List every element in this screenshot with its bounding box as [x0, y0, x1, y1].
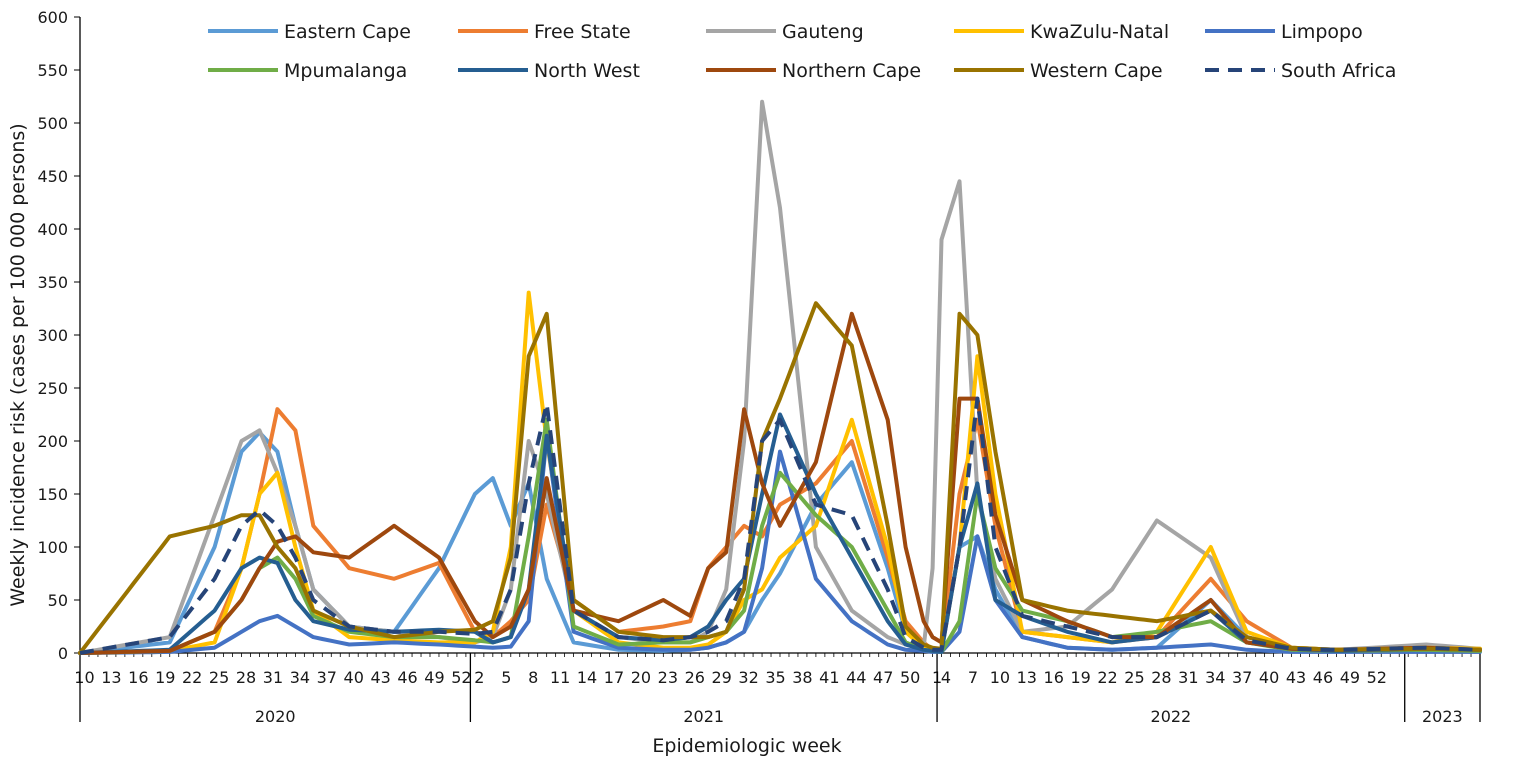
- y-tick-label: 0: [58, 644, 68, 663]
- series-line-eastern-cape: [78, 430, 1482, 655]
- series-line-free-state: [78, 407, 1482, 655]
- x-tick-label: 16: [128, 668, 148, 687]
- y-tick-label: 100: [37, 538, 68, 557]
- series-line-limpopo: [78, 433, 1482, 655]
- y-tick-label: 250: [37, 379, 68, 398]
- year-label: 2022: [1151, 707, 1192, 726]
- y-tick-label: 300: [37, 326, 68, 345]
- series-layer: [78, 99, 1482, 655]
- x-axis-label: Epidemiologic week: [652, 735, 841, 757]
- x-tick-label: 19: [155, 668, 175, 687]
- legend-label: Free State: [534, 21, 631, 43]
- x-tick-label: 25: [1124, 668, 1144, 687]
- x-tick-label: 46: [1313, 668, 1333, 687]
- x-tick-label: 29: [711, 668, 731, 687]
- x-axis: 10 13 16 19 22 25 28 31 34 37 40 43 46 49 52 2 5 8 11 14 17 2…: [74, 652, 1481, 726]
- x-tick-label: 20: [631, 668, 651, 687]
- series-line-western-cape: [78, 301, 1482, 655]
- year-label: 2023: [1422, 707, 1463, 726]
- y-tick-label: 200: [37, 432, 68, 451]
- x-tick-label: 28: [1151, 668, 1171, 687]
- y-tick-label: 450: [37, 167, 68, 186]
- year-label: 2021: [683, 707, 724, 726]
- x-tick-label: 35: [765, 668, 785, 687]
- x-tick-label: 43: [370, 668, 390, 687]
- legend-label: Western Cape: [1030, 60, 1163, 82]
- x-tick-label: 11: [550, 668, 570, 687]
- y-tick-label: 150: [37, 485, 68, 504]
- y-axis: 0 50 100 150 200 250 300 350 400 450 500 550 600: [37, 8, 81, 663]
- legend-label: North West: [534, 60, 640, 82]
- y-tick-label: 600: [37, 8, 68, 27]
- x-tick-label: 28: [236, 668, 256, 687]
- y-axis-label: Weekly incidence risk (cases per 100 000…: [7, 123, 29, 606]
- x-tick-label: 40: [344, 668, 364, 687]
- x-tick-label: 49: [1340, 668, 1360, 687]
- x-tick-label: 50: [900, 668, 920, 687]
- x-tick-label: 37: [317, 668, 337, 687]
- x-tick-label: 25: [209, 668, 229, 687]
- series-line-south-africa: [79, 396, 1481, 655]
- x-tick-label: 40: [1259, 668, 1279, 687]
- y-tick-label: 350: [37, 273, 68, 292]
- legend-label: Limpopo: [1281, 21, 1363, 43]
- y-tick-label: 550: [37, 61, 68, 80]
- x-tick-label: 47: [873, 668, 893, 687]
- year-label: 2020: [255, 707, 296, 726]
- x-tick-label: 23: [658, 668, 678, 687]
- y-tick-label: 500: [37, 114, 68, 133]
- x-tick-label: 31: [263, 668, 283, 687]
- x-tick-label: 26: [685, 668, 705, 687]
- x-tick-label: 4: [941, 668, 951, 687]
- legend: Eastern Cape Free State Gauteng KwaZulu-Nat…: [208, 21, 1396, 82]
- legend-label: Mpumalanga: [284, 60, 407, 82]
- y-tick-label: 400: [37, 220, 68, 239]
- legend-label: Eastern Cape: [284, 21, 411, 43]
- x-tick-label: 19: [1070, 668, 1090, 687]
- x-tick-label: 10: [74, 668, 94, 687]
- x-tick-label: 34: [1205, 668, 1225, 687]
- x-tick-label: 2: [474, 668, 484, 687]
- x-tick-label: 31: [1178, 668, 1198, 687]
- x-tick-label: 52: [451, 668, 471, 687]
- legend-label: South Africa: [1281, 60, 1396, 82]
- series-line-northern-cape: [78, 311, 1482, 655]
- legend-label: KwaZulu-Natal: [1030, 21, 1169, 43]
- x-tick-label: 16: [1044, 668, 1064, 687]
- x-tick-label: 8: [528, 668, 538, 687]
- x-tick-label: 7: [968, 668, 978, 687]
- x-tick-label: 13: [101, 668, 121, 687]
- x-tick-label: 5: [501, 668, 511, 687]
- x-tick-label: 17: [604, 668, 624, 687]
- x-tick-label: 44: [846, 668, 866, 687]
- x-tick-label: 52: [1367, 668, 1387, 687]
- x-tick-label: 46: [397, 668, 417, 687]
- x-tick-label: 49: [424, 668, 444, 687]
- x-tick-label: 32: [738, 668, 758, 687]
- x-tick-label: 37: [1232, 668, 1252, 687]
- x-tick-label: 22: [1097, 668, 1117, 687]
- x-tick-label: 38: [792, 668, 812, 687]
- x-tick-label: 34: [290, 668, 310, 687]
- legend-label: Northern Cape: [782, 60, 921, 82]
- x-tick-label: 14: [577, 668, 597, 687]
- x-tick-label: 22: [182, 668, 202, 687]
- y-tick-label: 50: [48, 591, 68, 610]
- x-tick-label: 10: [990, 668, 1010, 687]
- legend-label: Gauteng: [782, 21, 864, 43]
- x-tick-label: 13: [1017, 668, 1037, 687]
- x-tick-label: 43: [1286, 668, 1306, 687]
- x-tick-label: 41: [819, 668, 839, 687]
